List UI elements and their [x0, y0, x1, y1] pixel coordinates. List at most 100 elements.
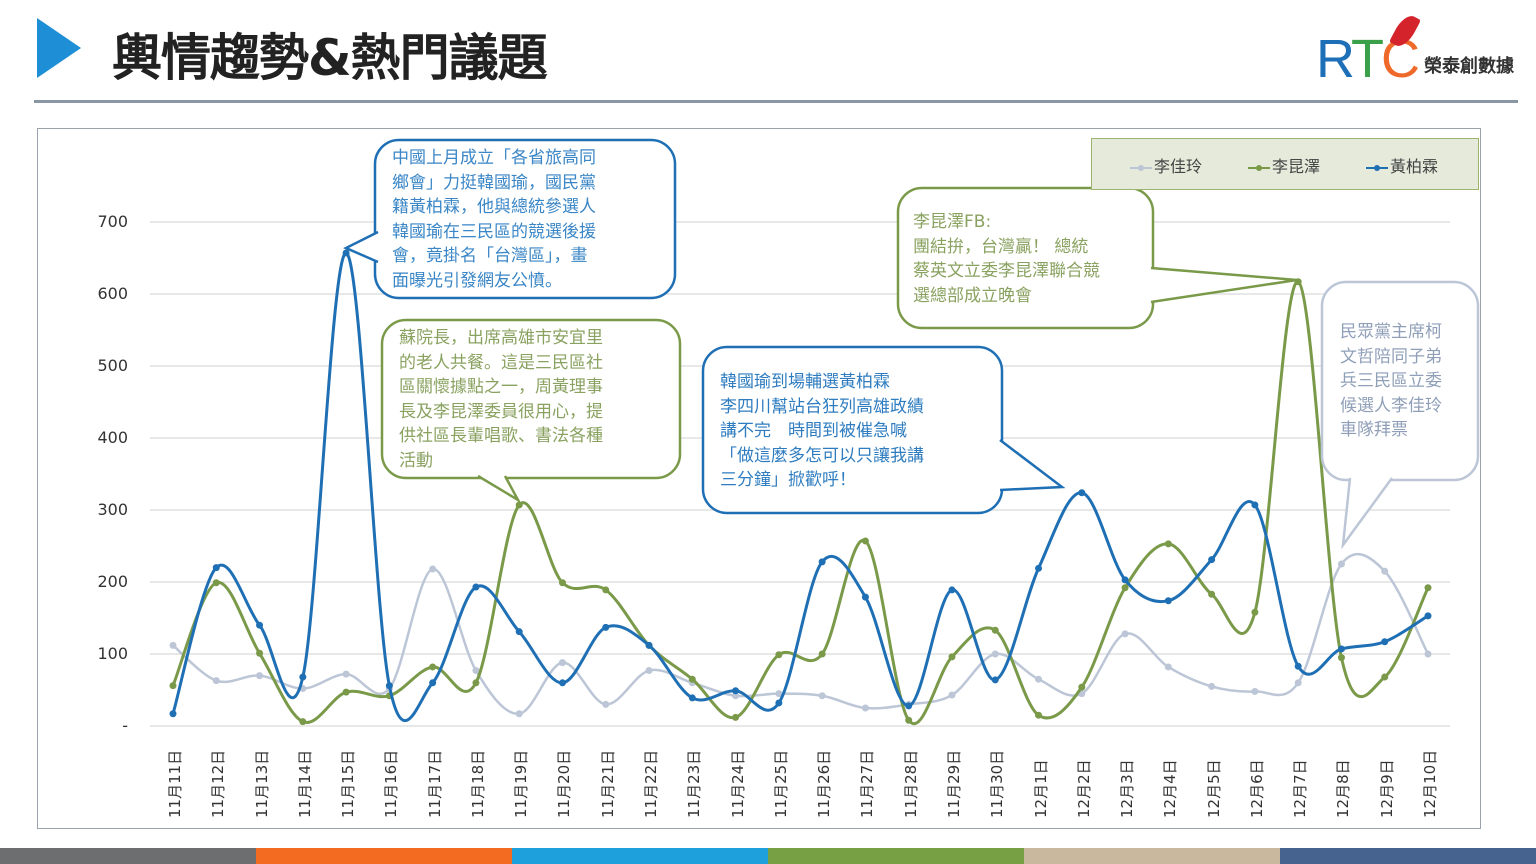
- data-point: [1164, 540, 1172, 548]
- x-tick-label: 12月6日: [1247, 759, 1266, 818]
- data-point: [732, 687, 740, 695]
- data-point: [1424, 612, 1432, 620]
- x-tick-label: 11月13日: [252, 749, 271, 818]
- data-point: [1208, 556, 1216, 564]
- footer-stripe: [256, 848, 512, 864]
- data-point: [1035, 675, 1043, 683]
- legend-marker-icon: [1366, 164, 1388, 171]
- x-tick-label: 11月23日: [685, 749, 704, 818]
- data-point: [818, 558, 826, 566]
- data-point: [212, 677, 220, 685]
- x-tick-label: 12月5日: [1204, 759, 1223, 818]
- x-tick-label: 11月17日: [425, 749, 444, 818]
- data-point: [169, 682, 177, 690]
- data-point: [1424, 584, 1432, 592]
- annotation-huang-1202: 韓國瑜到場輔選黃柏霖 李四川幫站台狂列高雄政績 講不完 時間到被催急喊 「做這麼…: [720, 372, 924, 491]
- x-tick-label: 11月12日: [209, 749, 228, 818]
- data-point: [1251, 687, 1259, 695]
- callout-huang-1115-tail-fill: [346, 232, 378, 262]
- data-point: [645, 641, 653, 649]
- data-point: [1078, 683, 1086, 691]
- data-point: [299, 718, 307, 726]
- y-tick-label: 500: [97, 356, 128, 375]
- legend-item-li-kunze: 李昆澤: [1248, 153, 1320, 177]
- footer-stripe: [1280, 848, 1536, 864]
- x-tick-label: 11月27日: [858, 749, 877, 818]
- data-point: [169, 641, 177, 649]
- data-point: [429, 679, 437, 687]
- data-point: [558, 679, 566, 687]
- title-arrow-icon: [37, 18, 81, 78]
- data-point: [732, 713, 740, 721]
- page-title: 輿情趨勢&熱門議題: [112, 29, 548, 87]
- callout-huang-1202-box: [701, 345, 1004, 515]
- data-point: [342, 249, 350, 257]
- title-divider: [34, 100, 1518, 103]
- callout-li-jialing-1208-tail: [1341, 477, 1394, 550]
- data-point: [515, 710, 523, 718]
- series-line-1: [171, 280, 1430, 725]
- footer-stripe: [768, 848, 1024, 864]
- x-tick-label: 12月8日: [1334, 759, 1353, 818]
- x-tick-label: 11月15日: [339, 749, 358, 818]
- data-point: [256, 672, 264, 680]
- data-point: [1424, 650, 1432, 658]
- y-tick-label: -: [122, 716, 128, 735]
- data-point: [732, 692, 740, 700]
- data-point: [472, 667, 480, 675]
- data-point: [429, 565, 437, 573]
- rtc-logo: RTC 榮泰創數據: [1316, 11, 1531, 89]
- y-tick-label: 400: [97, 428, 128, 447]
- data-point: [212, 579, 220, 587]
- data-point: [948, 586, 956, 594]
- data-point: [948, 691, 956, 699]
- data-point: [1294, 662, 1302, 670]
- data-point: [861, 704, 869, 712]
- footer-stripe: [512, 848, 768, 864]
- x-tick-label: 12月3日: [1118, 759, 1137, 818]
- data-point: [1121, 576, 1129, 584]
- data-point: [385, 682, 393, 690]
- data-point: [1035, 564, 1043, 572]
- legend-marker-icon: [1248, 164, 1270, 171]
- data-point: [1208, 682, 1216, 690]
- y-tick-label: 300: [97, 500, 128, 519]
- data-point: [256, 621, 264, 629]
- legend-label: 黃柏霖: [1390, 157, 1439, 176]
- data-point: [861, 537, 869, 545]
- callout-li-kunze-1207-box: [896, 186, 1155, 330]
- data-point: [558, 579, 566, 587]
- annotation-li-kunze-1207: 李昆澤FB: 團結拚，台灣贏！ 總統 蔡英文立委李昆澤聯合競 選總部成立晚會: [913, 212, 1100, 306]
- x-tick-label: 11月25日: [771, 749, 790, 818]
- data-point: [1381, 567, 1389, 575]
- data-point: [429, 663, 437, 671]
- x-tick-label: 11月24日: [728, 749, 747, 818]
- x-tick-label: 11月29日: [944, 749, 963, 818]
- data-point: [1078, 489, 1086, 497]
- data-point: [1381, 638, 1389, 646]
- x-tick-label: 11月11日: [166, 749, 184, 818]
- annotation-li-jialing-1208: 民眾黨主席柯 文哲陪同子弟 兵三民區立委 候選人李佳玲 車隊拜票: [1340, 322, 1442, 441]
- legend-item-huang-bolin: 黃柏霖: [1366, 153, 1438, 177]
- callout-li-kunze-1119-tail: [477, 474, 522, 504]
- x-tick-label: 11月30日: [988, 749, 1007, 818]
- data-point: [1381, 673, 1389, 681]
- data-point: [1208, 590, 1216, 598]
- data-point: [299, 673, 307, 681]
- data-point: [775, 651, 783, 659]
- data-point: [905, 716, 913, 724]
- x-tick-label: 12月4日: [1161, 759, 1180, 818]
- callout-huang-1115-tail: [343, 230, 379, 264]
- data-point: [775, 699, 783, 707]
- data-point: [342, 670, 350, 678]
- data-point: [688, 694, 696, 702]
- data-point: [861, 593, 869, 601]
- callout-li-kunze-1207-tail-fill: [1151, 268, 1297, 302]
- data-point: [169, 710, 177, 718]
- data-point: [515, 628, 523, 636]
- data-point: [602, 623, 610, 631]
- data-point: [342, 688, 350, 696]
- data-point: [1035, 711, 1043, 719]
- x-tick-label: 11月22日: [642, 749, 661, 818]
- data-point: [515, 501, 523, 509]
